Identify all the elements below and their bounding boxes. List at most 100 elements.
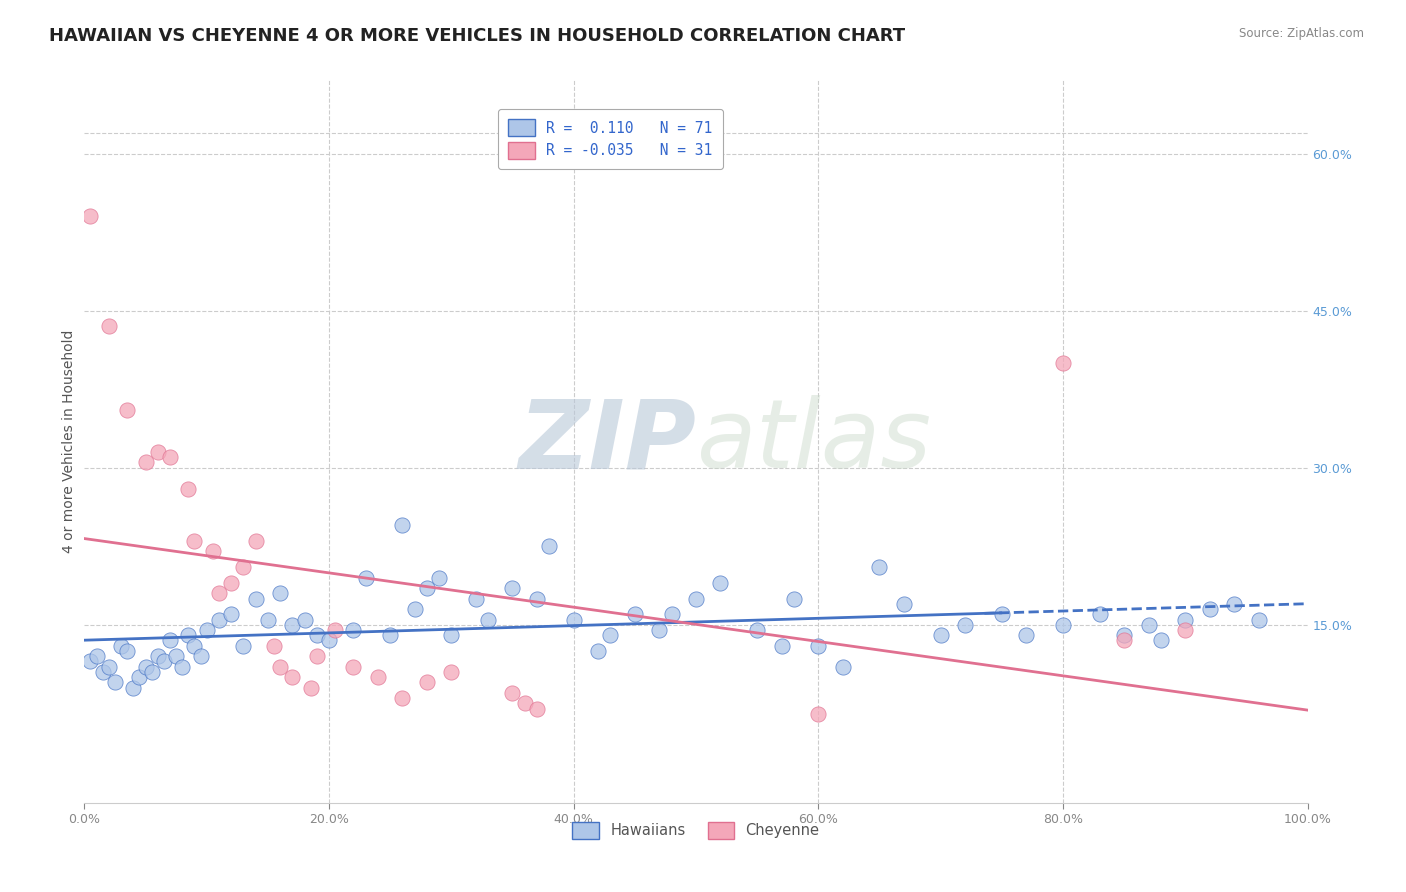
Point	[201, 544, 224, 558]
Point	[1223, 597, 1246, 611]
Point	[526, 591, 548, 606]
Point	[269, 659, 291, 673]
Point	[1174, 613, 1197, 627]
Point	[146, 445, 169, 459]
Point	[538, 539, 561, 553]
Point	[869, 560, 891, 574]
Point	[685, 591, 707, 606]
Point	[305, 628, 328, 642]
Text: atlas: atlas	[696, 395, 931, 488]
Point	[783, 591, 806, 606]
Point	[245, 591, 267, 606]
Point	[79, 210, 101, 224]
Point	[159, 633, 181, 648]
Point	[232, 639, 254, 653]
Point	[281, 617, 304, 632]
Point	[464, 591, 486, 606]
Point	[380, 628, 402, 642]
Point	[299, 681, 322, 695]
Point	[97, 319, 120, 334]
Point	[391, 518, 413, 533]
Point	[165, 649, 187, 664]
Point	[281, 670, 304, 684]
Point	[648, 623, 671, 637]
Point	[599, 628, 621, 642]
Point	[893, 597, 915, 611]
Point	[342, 623, 364, 637]
Point	[404, 602, 426, 616]
Point	[128, 670, 150, 684]
Point	[1137, 617, 1160, 632]
Point	[807, 706, 830, 721]
Point	[391, 691, 413, 706]
Point	[318, 633, 340, 648]
Point	[661, 607, 683, 622]
Point	[146, 649, 169, 664]
Point	[342, 659, 364, 673]
Point	[1088, 607, 1111, 622]
Point	[177, 482, 200, 496]
Point	[807, 639, 830, 653]
Point	[1052, 356, 1074, 370]
Point	[354, 571, 377, 585]
Text: Source: ZipAtlas.com: Source: ZipAtlas.com	[1239, 27, 1364, 40]
Point	[440, 628, 463, 642]
Point	[502, 686, 524, 700]
Text: HAWAIIAN VS CHEYENNE 4 OR MORE VEHICLES IN HOUSEHOLD CORRELATION CHART: HAWAIIAN VS CHEYENNE 4 OR MORE VEHICLES …	[49, 27, 905, 45]
Point	[190, 649, 212, 664]
Point	[953, 617, 976, 632]
Point	[586, 644, 609, 658]
Point	[427, 571, 450, 585]
Point	[219, 575, 242, 590]
Point	[135, 659, 157, 673]
Point	[115, 644, 138, 658]
Point	[709, 575, 731, 590]
Point	[104, 675, 127, 690]
Point	[269, 586, 291, 600]
Point	[172, 659, 194, 673]
Point	[257, 613, 280, 627]
Y-axis label: 4 or more Vehicles in Household: 4 or more Vehicles in Household	[62, 330, 76, 553]
Point	[502, 581, 524, 595]
Point	[208, 613, 231, 627]
Point	[416, 675, 439, 690]
Point	[305, 649, 328, 664]
Point	[122, 681, 145, 695]
Point	[183, 639, 205, 653]
Point	[1150, 633, 1173, 648]
Point	[294, 613, 316, 627]
Point	[183, 534, 205, 549]
Point	[513, 696, 536, 710]
Point	[1198, 602, 1220, 616]
Point	[110, 639, 132, 653]
Point	[91, 665, 114, 679]
Point	[97, 659, 120, 673]
Point	[1114, 633, 1136, 648]
Point	[195, 623, 218, 637]
Point	[245, 534, 267, 549]
Legend: Hawaiians, Cheyenne: Hawaiians, Cheyenne	[565, 814, 827, 847]
Point	[1247, 613, 1270, 627]
Point	[416, 581, 439, 595]
Point	[135, 455, 157, 469]
Point	[79, 655, 101, 669]
Point	[747, 623, 769, 637]
Text: ZIP: ZIP	[517, 395, 696, 488]
Point	[526, 701, 548, 715]
Point	[232, 560, 254, 574]
Point	[263, 639, 285, 653]
Point	[624, 607, 647, 622]
Point	[929, 628, 952, 642]
Point	[991, 607, 1014, 622]
Point	[770, 639, 793, 653]
Point	[141, 665, 163, 679]
Point	[367, 670, 389, 684]
Point	[477, 613, 499, 627]
Point	[86, 649, 108, 664]
Point	[562, 613, 585, 627]
Point	[153, 655, 176, 669]
Point	[159, 450, 181, 465]
Point	[440, 665, 463, 679]
Point	[1114, 628, 1136, 642]
Point	[1052, 617, 1074, 632]
